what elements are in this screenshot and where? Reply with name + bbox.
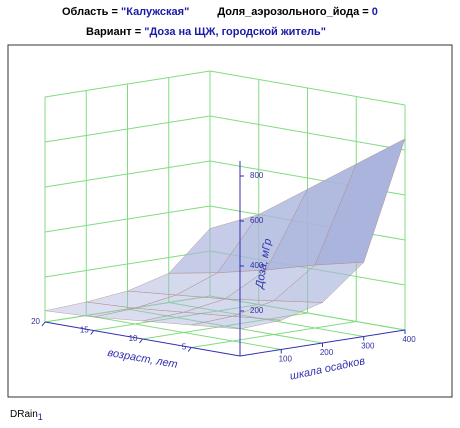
y-tick-label: 300	[361, 342, 375, 351]
y-tick-label: 200	[320, 348, 334, 357]
grid-line	[86, 315, 282, 350]
region-value: "Калужская"	[121, 6, 189, 18]
x-tick-label: 20	[31, 317, 40, 326]
header-line-2: Вариант = "Доза на ЩЖ, городской житель"	[86, 26, 326, 38]
z-tick-label: 800	[250, 171, 264, 180]
z-tick-label: 400	[250, 261, 264, 270]
x-tick	[187, 347, 192, 352]
plot-frame	[7, 44, 453, 398]
y-tick-label: 400	[402, 335, 416, 344]
iodine-label: Доля_аэрозольного_йода =	[217, 6, 371, 18]
grid-line	[127, 308, 323, 344]
iodine-value: 0	[372, 6, 378, 18]
z-tick-label: 200	[250, 306, 264, 315]
x-tick	[139, 338, 143, 344]
x-tick-label: 5	[182, 343, 187, 352]
x-tick	[90, 330, 95, 335]
y-tick-label: 100	[279, 355, 293, 364]
region-label: Область =	[62, 6, 121, 18]
x-tick-label: 10	[129, 334, 138, 343]
variant-value: "Доза на ЩЖ, городской житель"	[144, 26, 326, 38]
surface-patch	[191, 316, 282, 330]
z-tick-label: 600	[250, 216, 264, 225]
footer-subscript: 1	[38, 412, 43, 422]
x-tick	[41, 321, 46, 327]
footer: DRain1	[10, 409, 43, 423]
variant-label: Вариант =	[86, 26, 144, 38]
x-tick-label: 15	[80, 326, 89, 335]
header-line-1: Область = "Калужская" Доля_аэрозольного_й…	[62, 6, 378, 18]
footer-name: DRain	[10, 409, 38, 420]
